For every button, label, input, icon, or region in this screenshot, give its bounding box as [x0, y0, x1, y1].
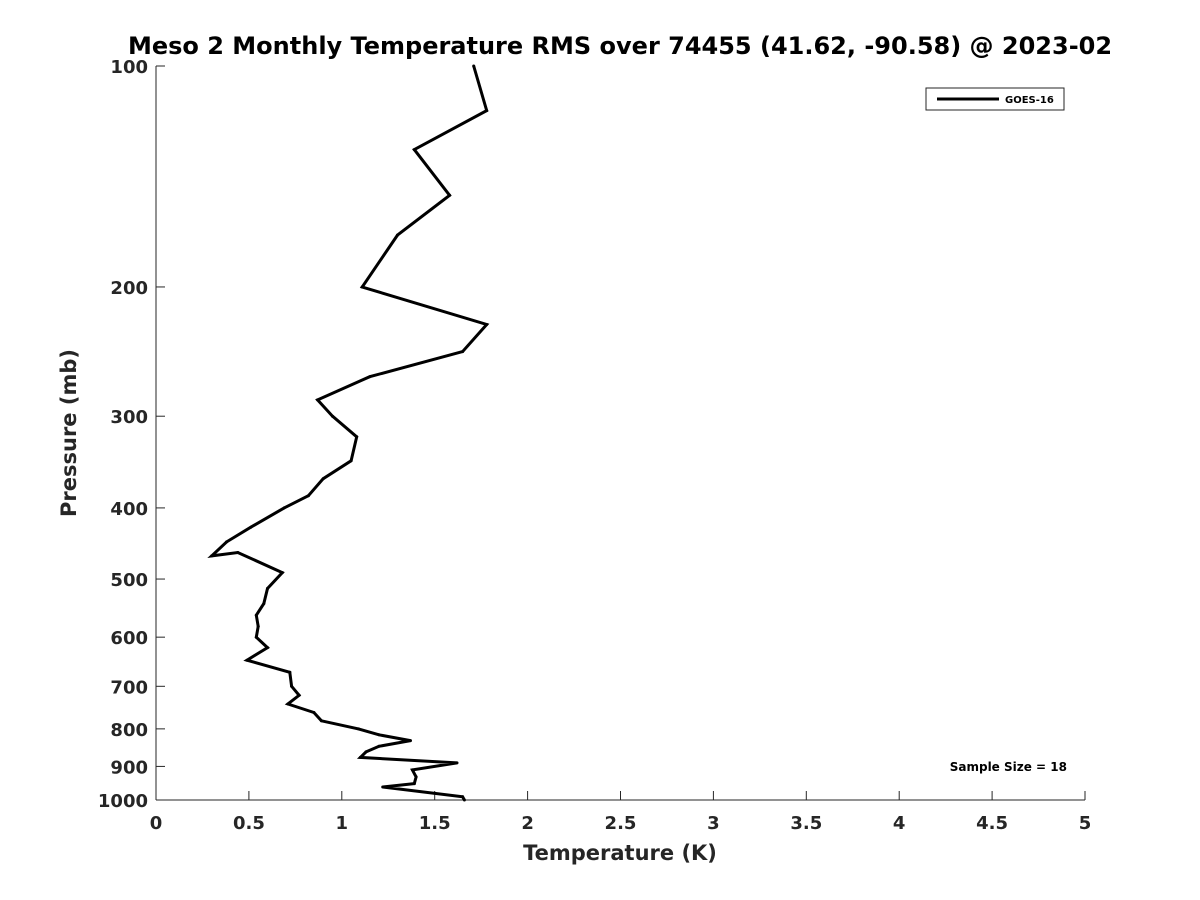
- legend: GOES-16: [925, 87, 1065, 111]
- x-tick-label: 1.5: [419, 813, 451, 834]
- y-tick-label: 400: [110, 499, 148, 520]
- data-point: [254, 635, 258, 639]
- data-point: [331, 414, 334, 418]
- series-points: [210, 64, 489, 802]
- data-point: [249, 525, 253, 529]
- y-tick-label: 300: [110, 407, 148, 428]
- data-point: [355, 435, 359, 439]
- series-line-goes-16: [207, 65, 490, 801]
- data-point: [455, 761, 459, 765]
- y-tick-label: 900: [110, 757, 148, 778]
- data-point: [410, 768, 414, 772]
- data-point: [412, 782, 416, 786]
- x-axis-label: Temperature (K): [523, 841, 717, 865]
- data-point: [254, 613, 258, 617]
- x-tick-label: 4.5: [976, 813, 1008, 834]
- x-tick-label: 4: [893, 813, 906, 834]
- data-point: [358, 755, 362, 759]
- data-point: [448, 193, 452, 197]
- data-point: [360, 285, 364, 289]
- data-point: [256, 624, 260, 628]
- x-tick-label: 0.5: [233, 813, 265, 834]
- data-point: [316, 398, 320, 402]
- data-point: [461, 350, 465, 354]
- data-point: [349, 459, 353, 463]
- x-tick-label: 1: [336, 813, 349, 834]
- data-point: [472, 64, 476, 68]
- data-point: [266, 587, 269, 590]
- x-ticks: 0 0.5 1 1.5 2 2.5 3 3.5 4 4.5 5: [150, 791, 1092, 834]
- y-tick-label: 200: [110, 278, 148, 299]
- data-point: [377, 744, 381, 748]
- data-point: [280, 571, 284, 575]
- data-point: [357, 727, 360, 731]
- y-tick-label: 600: [110, 628, 148, 649]
- data-point: [288, 670, 292, 674]
- legend-label-goes-16: GOES-16: [1005, 95, 1054, 106]
- chart-title: Meso 2 Monthly Temperature RMS over 7445…: [128, 32, 1112, 60]
- data-point: [306, 494, 310, 498]
- data-point: [225, 540, 229, 544]
- y-tick-label: 700: [110, 677, 148, 698]
- data-point: [396, 233, 399, 237]
- x-tick-label: 3.5: [790, 813, 822, 834]
- data-point: [414, 775, 418, 779]
- x-tick-label: 2: [521, 813, 534, 834]
- y-ticks: 100 200 300 400 500 600 700 800 900 1000: [98, 57, 165, 812]
- data-point: [412, 148, 416, 152]
- data-point: [381, 785, 385, 789]
- data-point: [262, 602, 266, 606]
- data-point: [377, 733, 381, 737]
- data-point: [368, 375, 372, 379]
- data-point: [286, 702, 290, 706]
- x-tick-label: 0: [150, 813, 163, 834]
- y-axis-label: Pressure (mb): [57, 349, 81, 517]
- data-point: [485, 323, 489, 326]
- data-point: [485, 109, 489, 113]
- data-point: [364, 750, 368, 754]
- data-point: [290, 684, 294, 688]
- data-point: [266, 646, 269, 650]
- data-point: [319, 719, 323, 723]
- data-point: [210, 554, 214, 558]
- data-point: [297, 693, 301, 697]
- x-tick-label: 2.5: [605, 813, 637, 834]
- x-tick-label: 5: [1079, 813, 1092, 834]
- y-tick-label: 1000: [98, 791, 148, 812]
- data-point: [312, 711, 316, 714]
- data-point: [462, 798, 466, 802]
- x-tick-label: 3: [707, 813, 720, 834]
- data-point: [245, 658, 249, 662]
- y-tick-label: 500: [110, 570, 148, 591]
- sample-size-annotation: Sample Size = 18: [950, 760, 1067, 774]
- data-point: [461, 795, 465, 799]
- data-point: [282, 506, 286, 510]
- y-tick-label: 100: [110, 57, 148, 78]
- data-point: [321, 477, 325, 481]
- data-point: [409, 739, 412, 743]
- data-point: [236, 551, 240, 554]
- y-tick-label: 800: [110, 720, 148, 741]
